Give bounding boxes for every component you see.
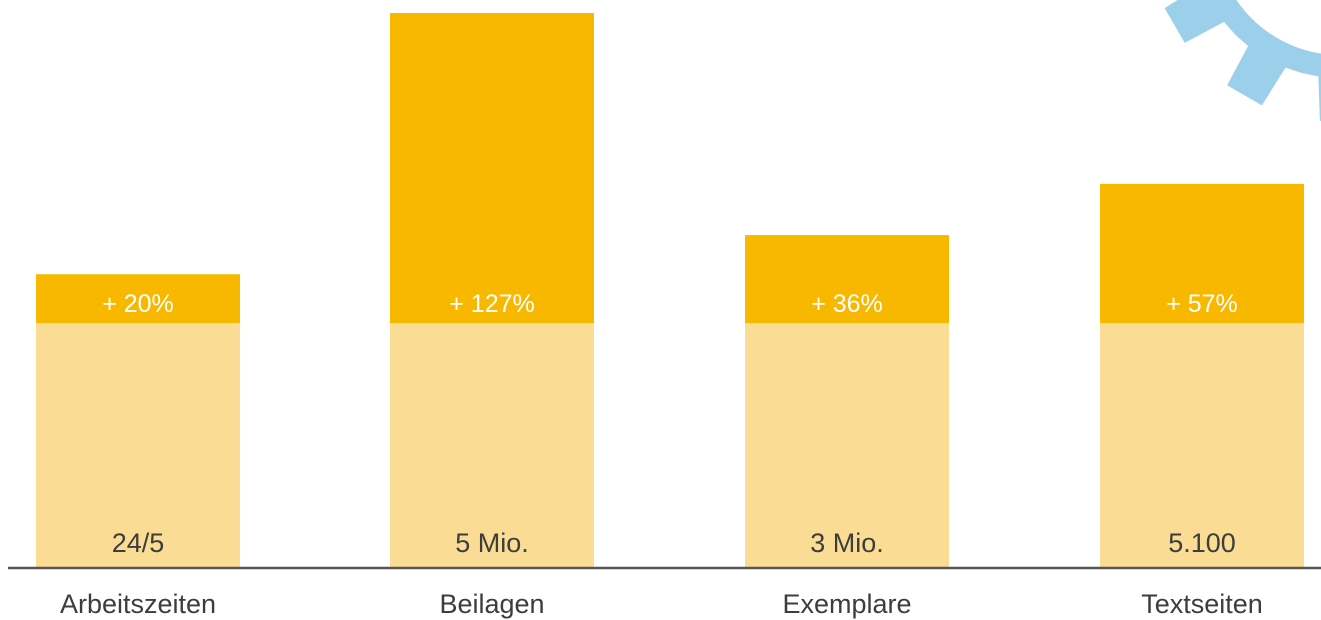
bar-base-0 <box>36 323 240 568</box>
bar-growth-0 <box>36 274 240 323</box>
base-label-0: 24/5 <box>112 528 165 558</box>
bars-layer <box>36 13 1304 568</box>
bar-growth-1 <box>390 13 594 323</box>
growth-label-1: + 127% <box>449 290 535 318</box>
base-label-3: 5.100 <box>1168 528 1236 558</box>
bar-base-1 <box>390 323 594 568</box>
bar-base-2 <box>745 323 949 568</box>
growth-label-3: + 57% <box>1166 290 1238 318</box>
labels-layer: + 20% 24/5 Arbeitszeiten + 127% 5 Mio. Beilag… <box>60 290 1263 619</box>
category-label-3: Textseiten <box>1141 589 1263 619</box>
bar-base-3 <box>1100 323 1304 568</box>
bar-growth-2 <box>745 235 949 323</box>
growth-label-2: + 36% <box>811 290 883 318</box>
category-label-1: Beilagen <box>439 589 544 619</box>
base-label-2: 3 Mio. <box>810 528 884 558</box>
category-label-2: Exemplare <box>782 589 911 619</box>
base-label-1: 5 Mio. <box>455 528 529 558</box>
bar-growth-3 <box>1100 183 1304 323</box>
growth-label-0: + 20% <box>102 290 174 318</box>
gear-icon <box>1164 0 1321 121</box>
category-label-0: Arbeitszeiten <box>60 589 216 619</box>
